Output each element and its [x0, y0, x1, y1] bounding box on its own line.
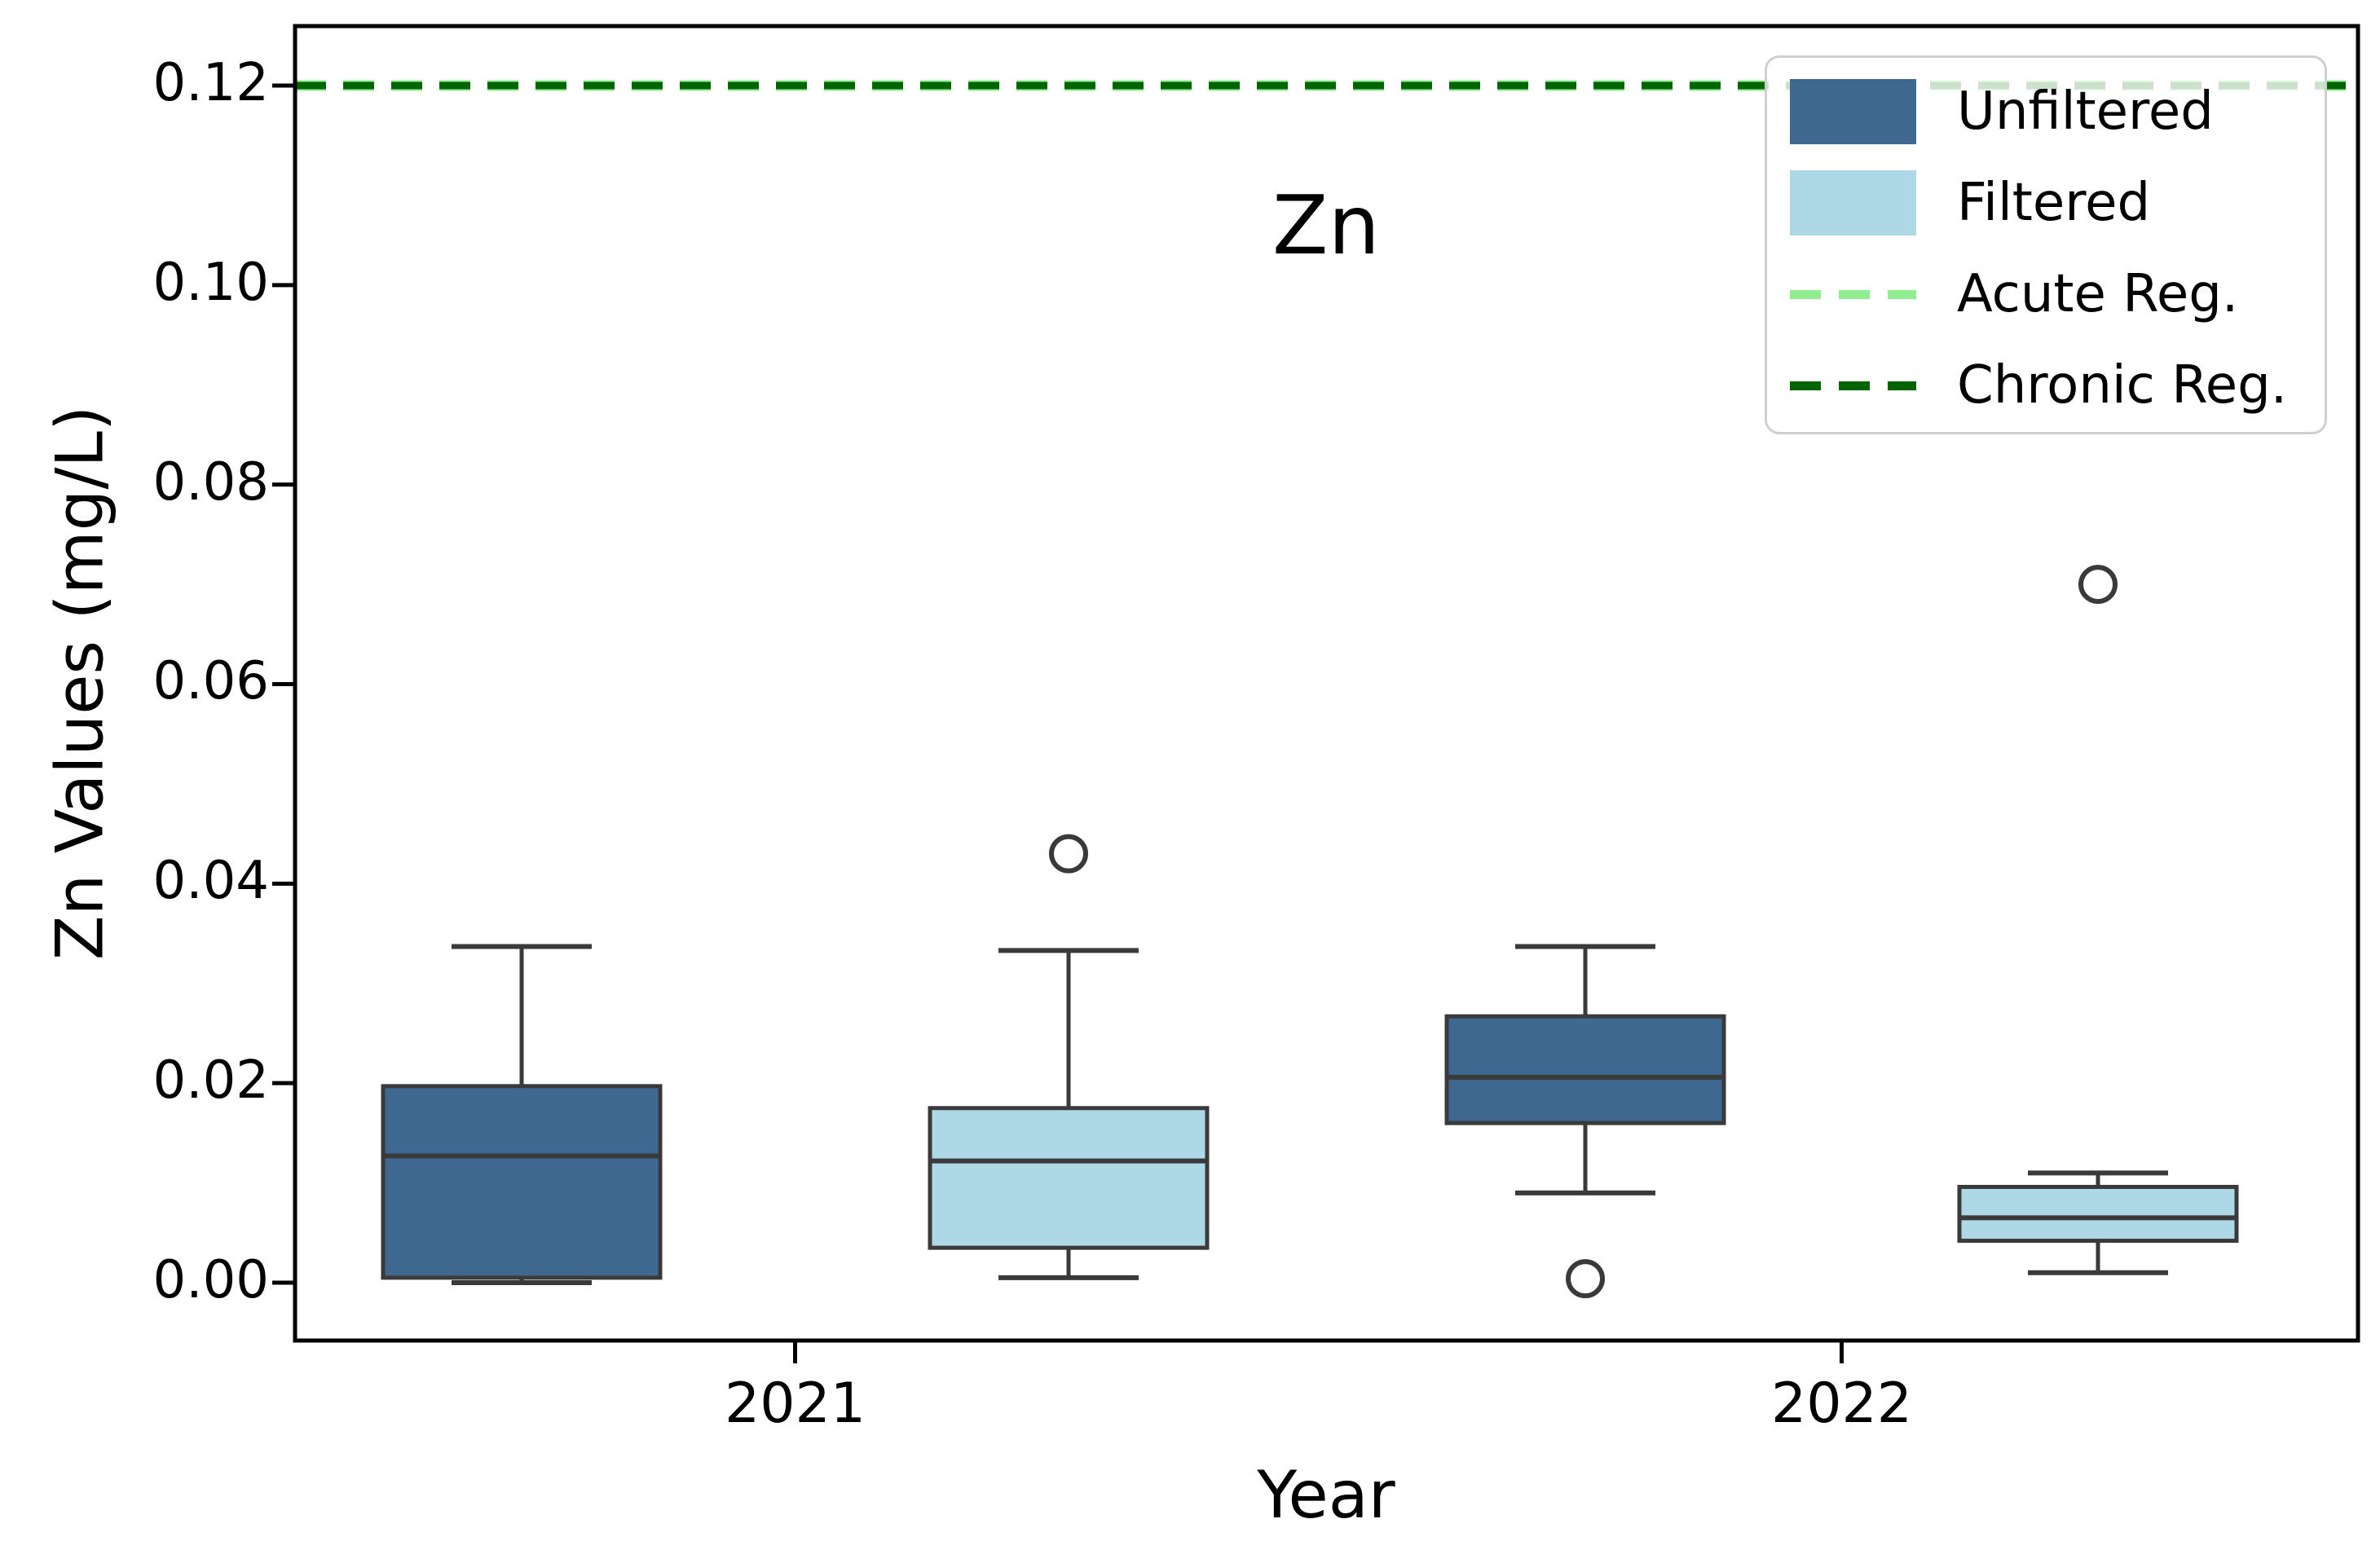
unfiltered-color-swatch: [1790, 79, 1916, 144]
y-tick-label: 0.02: [152, 1050, 270, 1112]
legend-label: Unfiltered: [1957, 81, 2214, 142]
outlier-marker: [1049, 834, 1088, 874]
acute-reg-dash-swatch: [1790, 289, 1916, 299]
legend-item-filtered: Filtered: [1790, 157, 2325, 249]
y-tick-label: 0.08: [152, 451, 270, 513]
box: [1957, 1184, 2239, 1244]
legend-item-chronic-reg: Chronic Reg.: [1790, 340, 2325, 431]
outlier-marker: [1566, 1259, 1605, 1299]
box: [1444, 1014, 1726, 1125]
box: [381, 1084, 663, 1280]
legend-label: Acute Reg.: [1957, 264, 2239, 324]
y-tick-label: 0.06: [152, 651, 270, 712]
legend-label: Filtered: [1957, 173, 2151, 233]
y-tick-label: 0.10: [152, 252, 270, 313]
y-tick-label: 0.04: [152, 851, 270, 912]
chronic-reg-dash-swatch: [1790, 381, 1916, 390]
y-tick-label: 0.12: [152, 53, 270, 114]
legend-label: Chronic Reg.: [1957, 355, 2288, 416]
legend: Unfiltered Filtered Acute Reg. Chronic R…: [1765, 55, 2327, 434]
legend-item-acute-reg: Acute Reg.: [1790, 249, 2325, 340]
x-tick-label: 2021: [724, 1371, 866, 1436]
legend-item-unfiltered: Unfiltered: [1790, 66, 2325, 157]
axes-spines: [293, 24, 2360, 1343]
x-axis-label: Year: [1257, 1457, 1395, 1533]
x-tick-label: 2022: [1770, 1371, 1913, 1436]
filtered-color-swatch: [1790, 170, 1916, 236]
outlier-marker: [2078, 565, 2118, 605]
y-tick-label: 0.00: [152, 1250, 270, 1311]
chart-title: Zn: [1272, 178, 1380, 273]
box: [928, 1106, 1210, 1250]
